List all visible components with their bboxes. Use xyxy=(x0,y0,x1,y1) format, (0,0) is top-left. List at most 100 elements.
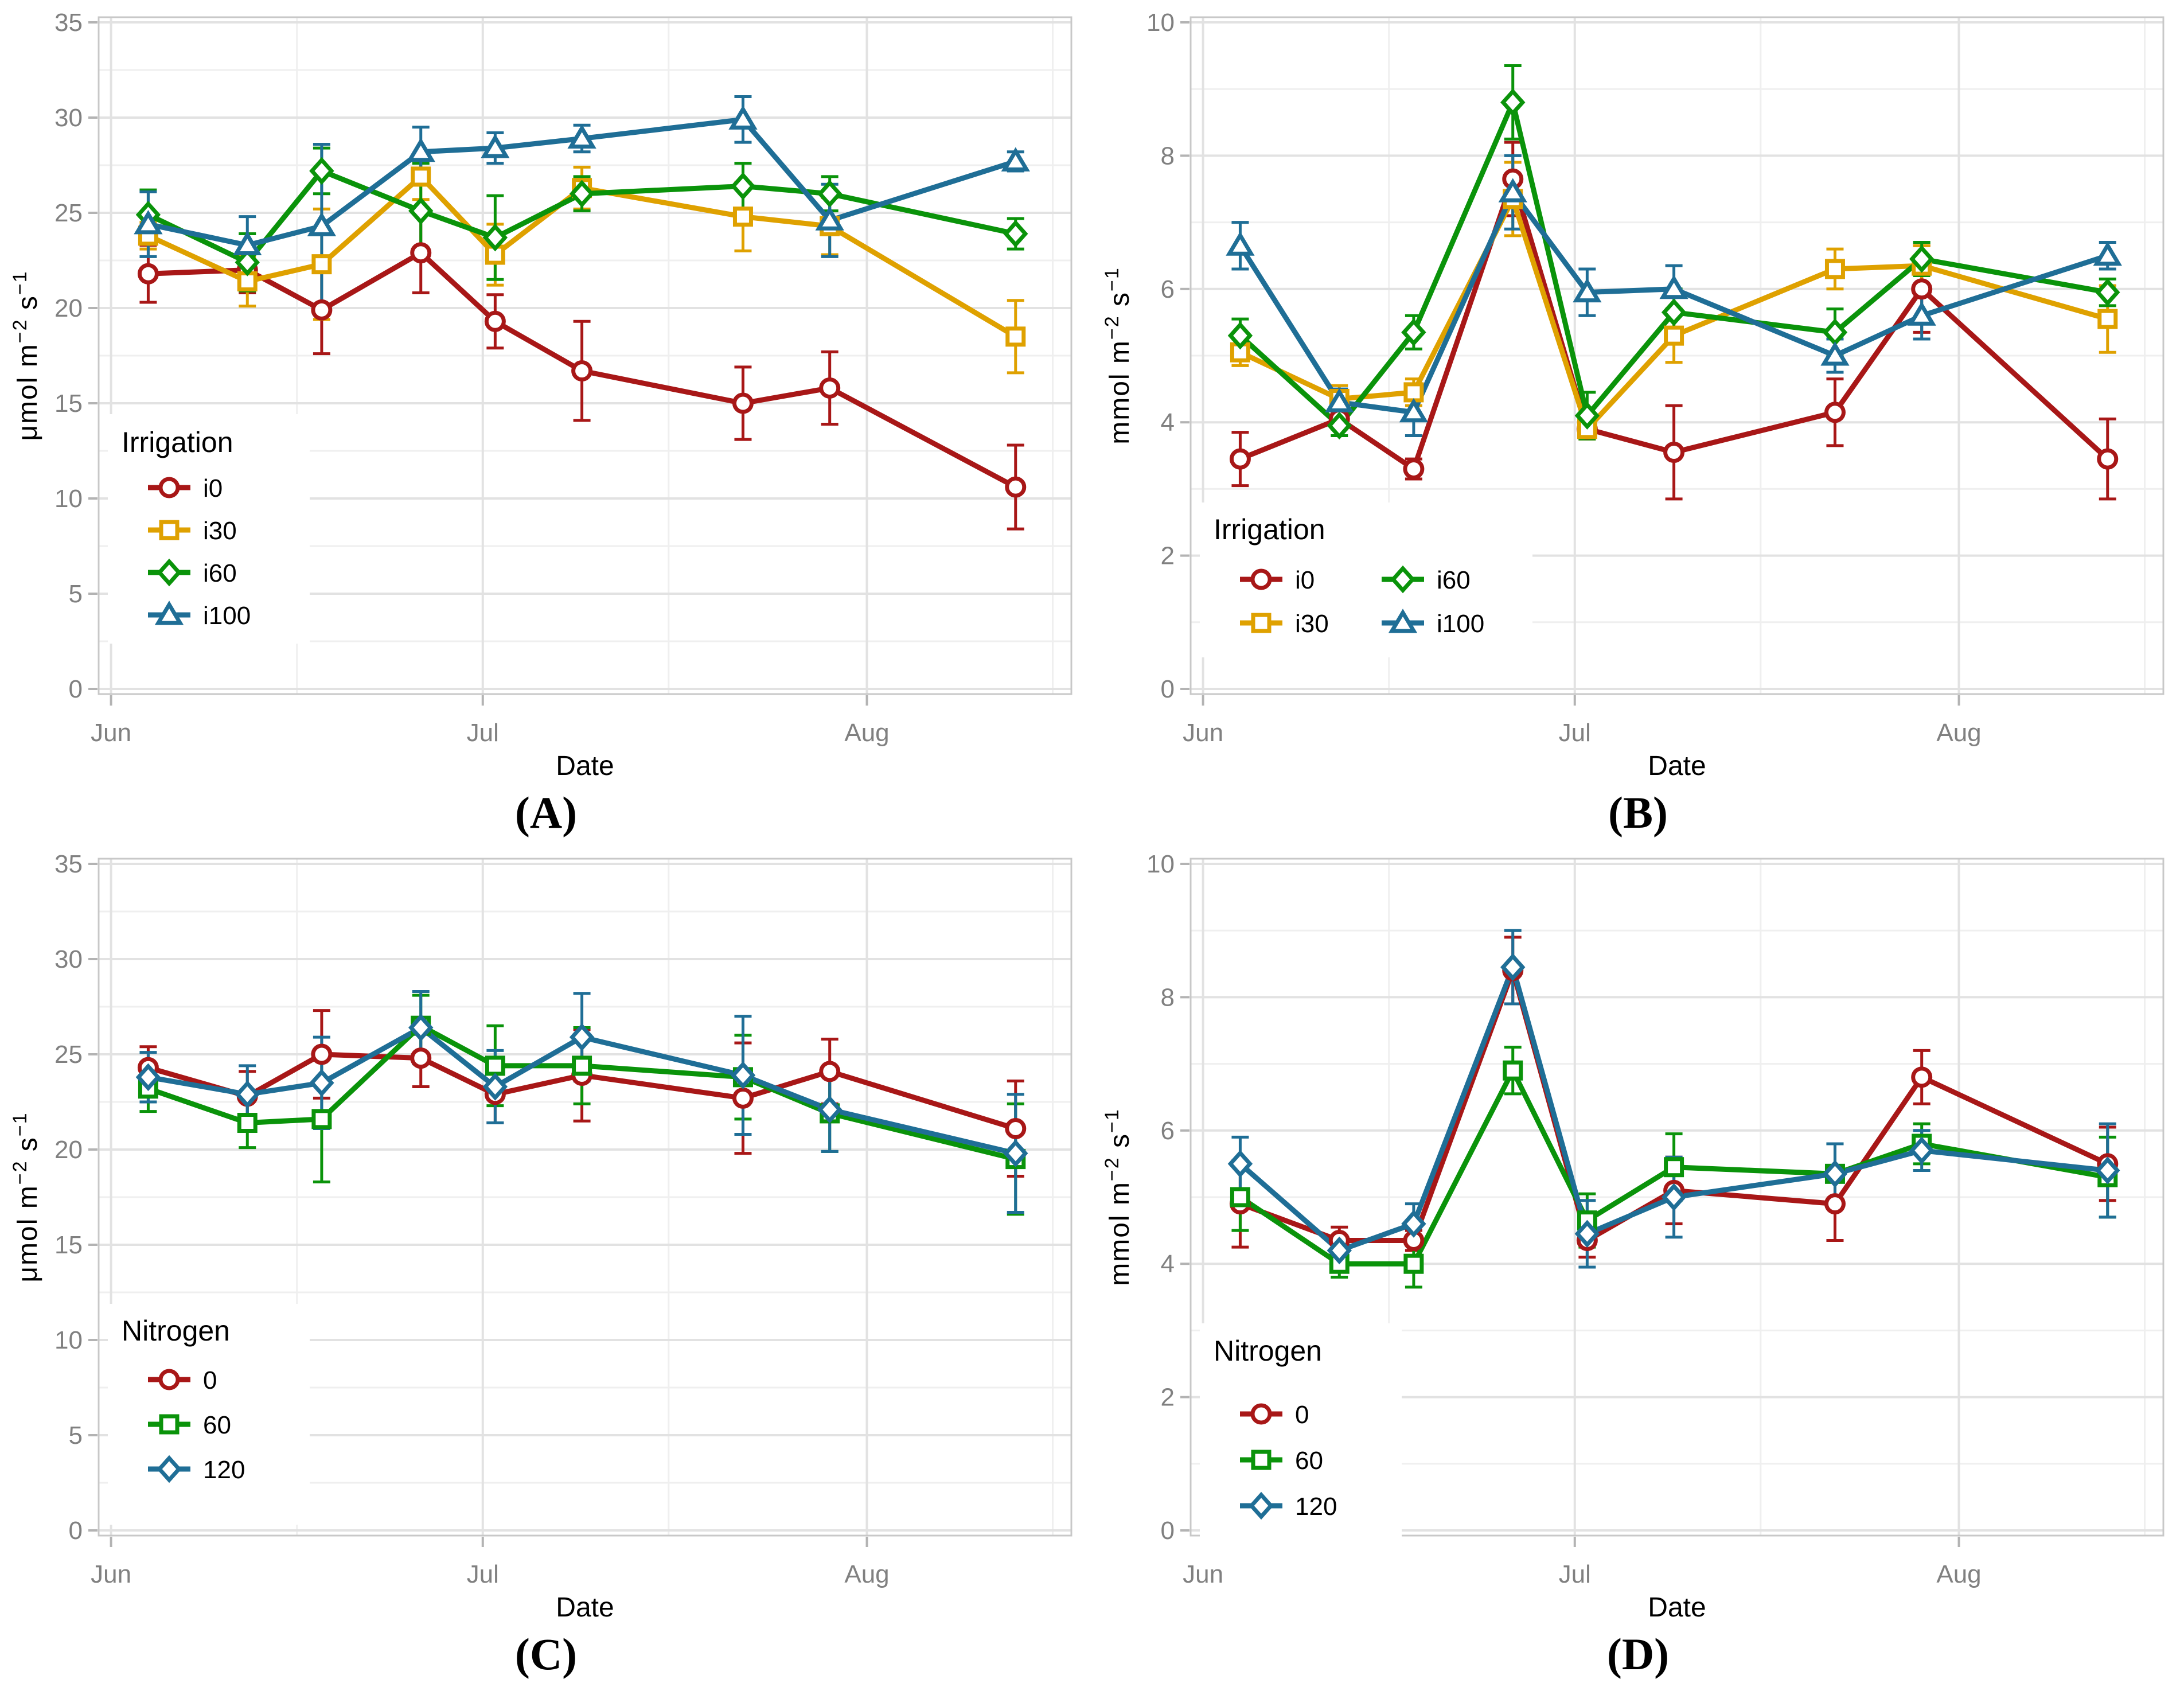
legend-title: Nitrogen xyxy=(122,1315,230,1347)
legend-key-i60-marker xyxy=(1390,565,1415,594)
series-i60-marker xyxy=(309,157,334,185)
series-i30-marker xyxy=(732,207,753,227)
y-tick-label: 15 xyxy=(54,1231,83,1259)
panel-border xyxy=(98,16,1072,695)
legend-key-i30-marker xyxy=(159,520,180,540)
legend-key-120-marker xyxy=(157,1455,182,1483)
series-i60-marker xyxy=(482,223,508,252)
series-0-marker xyxy=(1824,1193,1846,1215)
series-i100-marker xyxy=(1226,231,1255,256)
series-i60-marker xyxy=(1661,298,1687,326)
series-i60-marker xyxy=(1003,220,1028,248)
series-i0-marker xyxy=(484,310,506,332)
series-i100-marker xyxy=(1659,274,1688,299)
series-120-marker xyxy=(408,1014,434,1042)
series-120-marker xyxy=(482,1073,508,1101)
y-axis-title: μmol m−2 s−1 xyxy=(9,270,43,441)
series-i30-marker xyxy=(1824,259,1845,279)
series-i0-marker xyxy=(1824,402,1846,423)
y-tick-label: 10 xyxy=(1146,9,1175,37)
series-i0-marker xyxy=(1911,278,1933,300)
series-i100-marker xyxy=(233,231,262,255)
tick-labels: 0 5 10 15 20 25 30 35 Jun Jul Aug xyxy=(54,9,890,747)
series-i0-marker xyxy=(410,242,432,264)
y-tick-label: 15 xyxy=(54,389,83,418)
series-i0-marker xyxy=(571,360,593,382)
legend-item-label: i30 xyxy=(203,517,237,545)
legend-title: Irrigation xyxy=(122,426,233,458)
y-tick-label: 8 xyxy=(1161,983,1175,1011)
series-i30-marker xyxy=(1005,326,1026,347)
x-axis-title: Date xyxy=(556,1592,614,1623)
y-tick-label: 20 xyxy=(54,294,83,322)
legend-item-label: 60 xyxy=(203,1411,231,1439)
y-tick-label: 0 xyxy=(69,1517,83,1545)
legend-key-0-marker xyxy=(158,1369,180,1390)
legend-item-label: i30 xyxy=(1295,610,1329,638)
series-i60-marker xyxy=(2095,278,2120,306)
panel-letter: (A) xyxy=(515,788,577,837)
y-tick-label: 6 xyxy=(1161,1117,1175,1145)
y-tick-label: 4 xyxy=(1161,408,1175,437)
y-tick-label: 10 xyxy=(1146,850,1175,878)
series-i60-marker xyxy=(1227,321,1253,350)
series-60-marker xyxy=(237,1113,258,1133)
series-i30-marker xyxy=(411,166,431,187)
y-tick-label: 2 xyxy=(1161,1384,1175,1412)
series-i60-marker xyxy=(817,180,843,208)
legend-item-label: 60 xyxy=(1295,1447,1323,1475)
x-axis-title: Date xyxy=(556,751,614,781)
series-i0-marker xyxy=(1229,448,1251,470)
series-i60-marker xyxy=(569,180,595,208)
series-60-marker xyxy=(572,1055,592,1076)
panel-c-chart: 0 5 10 15 20 25 30 35 Jun Jul Aug Nitrogen 0 60 120 Dat… xyxy=(9,850,1072,1679)
panel-a-chart: 0 5 10 15 20 25 30 35 Jun Jul Aug Irrigation i0 i30 i6… xyxy=(9,9,1072,837)
series-i100-marker xyxy=(1325,388,1354,412)
series-120-marker xyxy=(817,1096,843,1124)
x-axis-title: Date xyxy=(1648,1592,1706,1623)
legend-key-i0-marker xyxy=(158,477,180,498)
series-60-marker xyxy=(1664,1157,1684,1178)
y-tick-label: 5 xyxy=(69,1421,83,1450)
series-i100-marker xyxy=(406,137,435,162)
y-tick-label: 30 xyxy=(54,945,83,973)
series-i60-marker xyxy=(730,172,756,200)
legend-key-60-marker xyxy=(159,1414,180,1435)
major-gridlines xyxy=(1191,859,2163,1536)
series-i30-marker xyxy=(2097,309,2118,329)
series-i100-marker xyxy=(1001,147,1030,172)
panel-border xyxy=(1190,858,2164,1537)
series-60-marker xyxy=(1403,1253,1424,1274)
series-120-marker xyxy=(1327,1236,1352,1265)
series-i60-marker xyxy=(1401,318,1426,346)
legend-background xyxy=(1200,1323,1402,1553)
series-0-marker xyxy=(819,1061,841,1082)
y-tick-label: 0 xyxy=(1161,675,1175,703)
x-axis-title: Date xyxy=(1648,751,1706,781)
legend-item-label: i0 xyxy=(203,474,223,502)
series-60-marker xyxy=(311,1109,332,1129)
y-tick-label: 4 xyxy=(1161,1250,1175,1278)
series-i30-marker xyxy=(311,254,332,275)
legend-key-i30-marker xyxy=(1251,613,1272,633)
series-i0-marker xyxy=(819,377,841,399)
series-i60-marker xyxy=(235,248,260,276)
series-0-marker xyxy=(410,1047,432,1069)
series-120-marker xyxy=(1822,1160,1848,1188)
x-tick-label: Jul xyxy=(467,719,499,747)
series-i0-marker xyxy=(732,392,754,414)
legend-key-i100-marker xyxy=(1388,609,1418,633)
series-i0-marker xyxy=(1403,458,1425,480)
panel-letter: (B) xyxy=(1608,788,1668,837)
y-tick-label: 30 xyxy=(54,104,83,132)
x-tick-label: Jun xyxy=(1183,1560,1223,1588)
legend-item-label: 120 xyxy=(203,1456,245,1484)
series-i60-marker xyxy=(1909,245,1935,273)
series-120-marker xyxy=(1227,1150,1253,1178)
series-i100-marker xyxy=(1573,278,1602,303)
series-i0-marker xyxy=(2097,448,2119,470)
series-i100-marker xyxy=(1498,178,1527,202)
x-tick-label: Aug xyxy=(1936,719,1981,747)
legend: Nitrogen 0 60 120 xyxy=(1200,1323,1402,1553)
